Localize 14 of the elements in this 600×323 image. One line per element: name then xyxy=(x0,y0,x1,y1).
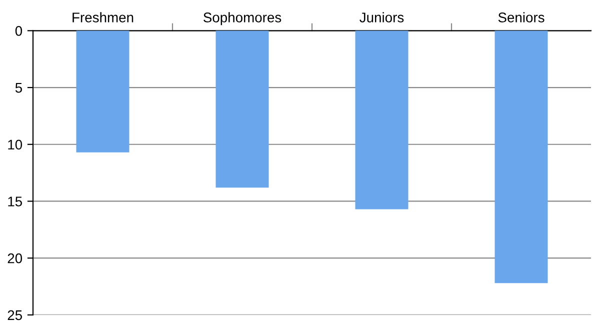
x-tick-label: Sophomores xyxy=(204,12,282,26)
y-tick-label: 10 xyxy=(8,140,22,150)
x-tick-label: Seniors xyxy=(498,12,544,22)
y-tick-label: 0 xyxy=(15,26,22,36)
y-tick-label: 15 xyxy=(8,196,22,206)
y-tick-label: 25 xyxy=(8,310,22,320)
bar xyxy=(76,30,130,152)
bar xyxy=(494,30,548,284)
y-tick-label: 5 xyxy=(15,83,22,93)
x-tick-label: Juniors xyxy=(360,12,404,22)
bar xyxy=(216,30,269,188)
y-tick-label: 20 xyxy=(8,253,22,264)
bar xyxy=(355,30,408,210)
x-tick-label: Freshmen xyxy=(72,12,134,22)
